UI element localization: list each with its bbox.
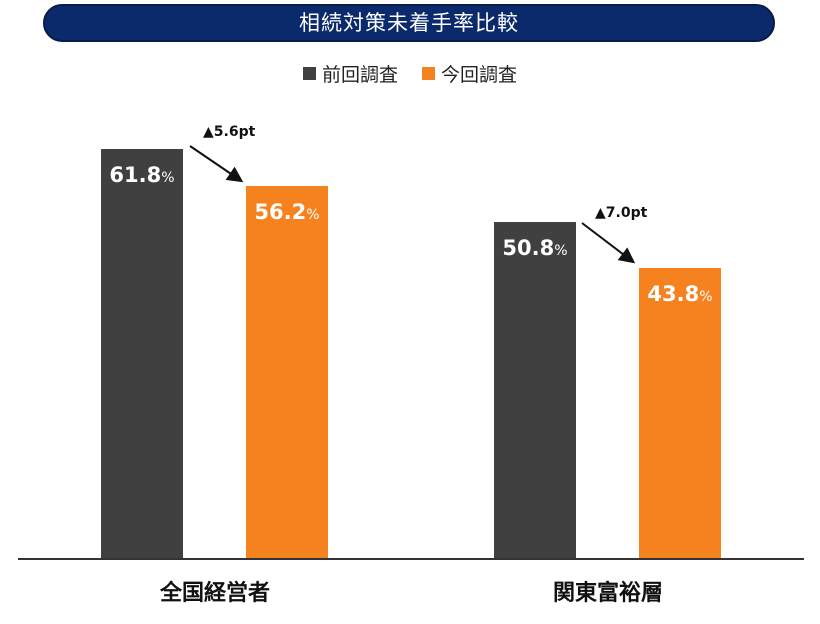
legend-swatch-previous — [302, 67, 316, 80]
legend-swatch-current — [422, 67, 436, 80]
bar-current-kanto: 43.8% — [639, 268, 721, 559]
bar-previous-zenkoku: 61.8% — [101, 149, 183, 559]
arrow-icon — [581, 222, 636, 264]
legend-item-previous: 前回調査 — [302, 60, 398, 87]
x-axis-baseline — [18, 558, 804, 560]
bar-value-label: 61.8% — [109, 163, 175, 187]
delta-label: ▲5.6pt — [203, 124, 256, 140]
bar-value-label: 43.8% — [647, 282, 713, 306]
delta-label: ▲7.0pt — [595, 205, 648, 221]
arrow-icon — [189, 145, 244, 183]
bar-value-label: 56.2% — [254, 200, 320, 224]
legend-item-current: 今回調査 — [422, 60, 517, 87]
legend-label-current: 今回調査 — [441, 64, 518, 86]
legend: 前回調査 今回調査 — [0, 60, 820, 87]
bar-value-label: 50.8% — [502, 236, 568, 260]
bar-previous-kanto: 50.8% — [494, 222, 576, 559]
category-label: 関東富裕層 — [552, 581, 663, 606]
bar-current-zenkoku: 56.2% — [246, 186, 328, 559]
chart-title: 相続対策未着手率比較 — [43, 4, 775, 42]
category-label: 全国経営者 — [159, 581, 270, 606]
legend-label-previous: 前回調査 — [321, 64, 398, 86]
